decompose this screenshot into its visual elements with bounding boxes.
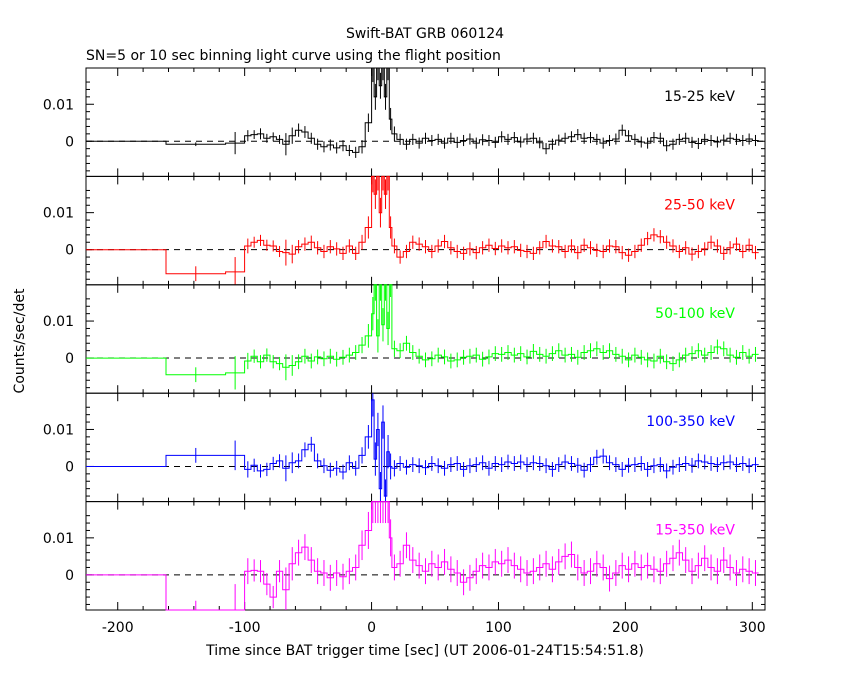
x-tick-label: 0 (367, 620, 376, 636)
panel-label: 15-25 keV (664, 89, 735, 105)
x-tick-label: -100 (229, 620, 261, 636)
x-axis-label: Time since BAT trigger time [sec] (UT 20… (205, 643, 644, 659)
panel-label: 50-100 keV (655, 306, 735, 322)
y-tick-label: 0.01 (43, 422, 74, 438)
y-tick-label: 0 (65, 134, 74, 150)
panel-1: 0 0.01 25-50 keV (43, 175, 766, 286)
light-curve-steps (86, 67, 759, 153)
x-tick-label: 300 (739, 620, 766, 636)
light-curve-steps (86, 399, 759, 497)
x-tick-label: 200 (612, 620, 639, 636)
chart-subtitle: SN=5 or 10 sec binning light curve using… (86, 48, 501, 64)
panel-label: 25-50 keV (664, 197, 735, 213)
y-tick-label: 0 (65, 459, 74, 475)
panel-3: 0 0.01 100-350 keV (43, 392, 766, 503)
chart-title: Swift-BAT GRB 060124 (346, 26, 504, 42)
panel-frame (85, 284, 766, 394)
panel-label: 15-350 keV (655, 523, 735, 539)
light-curve-steps (86, 175, 759, 275)
panel-2: 0 0.01 50-100 keV (43, 284, 766, 394)
y-tick-label: 0.01 (43, 314, 74, 330)
y-tick-label: 0.01 (43, 531, 74, 547)
panel-frame (85, 67, 766, 177)
y-tick-label: 0 (65, 351, 74, 367)
y-axis-label: Counts/sec/det (12, 288, 28, 393)
panels: 0 0.01 15-25 keV 0 0.01 25-50 keV 0 0.01 50-100 … (43, 67, 766, 636)
panel-frame (85, 175, 766, 286)
panel-0: 0 0.01 15-25 keV (43, 67, 766, 177)
y-tick-label: 0 (65, 243, 74, 259)
x-tick-label: -200 (102, 620, 134, 636)
light-curve-steps (86, 501, 759, 611)
panel-frame (85, 501, 766, 611)
y-tick-label: 0 (65, 568, 74, 584)
x-tick-label: 100 (485, 620, 512, 636)
light-curve-steps (86, 284, 759, 376)
panel-frame (85, 392, 766, 503)
y-tick-label: 0.01 (43, 206, 74, 222)
panel-4: 0 0.01 15-350 keV (43, 501, 766, 611)
panel-label: 100-350 keV (646, 414, 735, 430)
y-tick-label: 0.01 (43, 97, 74, 113)
